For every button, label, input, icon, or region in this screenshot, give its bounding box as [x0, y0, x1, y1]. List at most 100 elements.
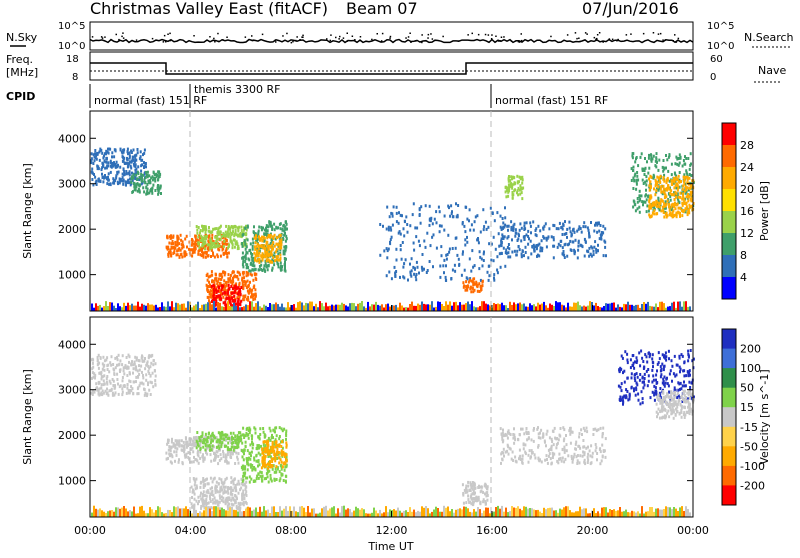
power-echo-cell: [132, 156, 134, 159]
velocity-echo-cell: [631, 372, 633, 375]
power-echo-cell: [541, 239, 543, 242]
nsearch-dot: [122, 32, 124, 34]
power-ground-cell: [581, 307, 583, 312]
velocity-echo-cell: [247, 468, 249, 471]
power-echo-region: [379, 202, 506, 282]
velocity-echo-cell: [582, 446, 584, 449]
velocity-echo-cell: [116, 378, 118, 381]
power-ground-cell: [653, 307, 655, 311]
velocity-echo-cell: [517, 438, 519, 441]
power-echo-cell: [648, 178, 650, 181]
power-colorbar-tick-label: 12: [740, 227, 754, 240]
power-ground-cell: [165, 307, 167, 311]
power-ground-cell: [657, 307, 659, 311]
velocity-echo-cell: [559, 435, 561, 438]
power-ground-cell: [549, 304, 551, 312]
velocity-echo-cell: [266, 472, 268, 475]
velocity-echo-cell: [665, 378, 667, 381]
power-echo-cell: [562, 246, 564, 249]
nsky-tick-top: 10^5: [58, 21, 85, 32]
velocity-echo-cell: [206, 478, 208, 481]
power-echo-cell: [219, 230, 221, 233]
power-echo-cell: [242, 245, 244, 248]
power-echo-cell: [198, 226, 200, 229]
power-echo-cell: [131, 151, 133, 154]
power-ground-cell: [607, 304, 609, 311]
velocity-echo-cell: [631, 376, 633, 379]
velocity-echo-cell: [234, 495, 236, 498]
power-echo-cell: [589, 235, 591, 238]
velocity-echo-cell: [665, 359, 667, 362]
power-echo-cell: [232, 246, 234, 249]
power-echo-cell: [271, 244, 273, 247]
power-echo-cell: [653, 187, 655, 190]
velocity-echo-cell: [227, 500, 229, 503]
power-echo-cell: [537, 225, 539, 228]
velocity-echo-cell: [602, 427, 604, 430]
power-echo-cell: [666, 158, 668, 161]
power-echo-cell: [492, 211, 494, 214]
power-echo-cell: [495, 248, 497, 251]
velocity-echo-cell: [282, 454, 284, 457]
power-echo-cell: [467, 277, 469, 280]
power-echo-cell: [504, 265, 506, 268]
velocity-echo-cell: [275, 471, 277, 474]
velocity-echo-cell: [112, 394, 114, 397]
velocity-echo-cell: [234, 446, 236, 449]
power-echo-cell: [656, 212, 658, 215]
velocity-echo-cell: [197, 443, 199, 446]
velocity-echo-cell: [123, 385, 125, 388]
nsearch-dot: [352, 36, 354, 38]
power-echo-cell: [241, 277, 243, 280]
power-echo-cell: [469, 279, 471, 282]
velocity-echo-cell: [279, 435, 281, 438]
power-echo-cell: [671, 193, 673, 196]
velocity-echo-cell: [283, 479, 285, 482]
power-ground-cell: [541, 304, 543, 312]
power-echo-cell: [631, 155, 633, 158]
nsearch-dot: [282, 35, 284, 37]
power-echo-cell: [455, 202, 457, 205]
power-echo-cell: [180, 234, 182, 237]
velocity-echo-cell: [465, 485, 467, 488]
velocity-echo-cell: [221, 489, 223, 492]
power-echo-cell: [210, 237, 212, 240]
velocity-echo-cell: [232, 479, 234, 482]
power-echo-cell: [656, 152, 658, 155]
power-echo-cell: [123, 148, 125, 151]
velocity-echo-cell: [664, 385, 666, 388]
power-echo-cell: [134, 160, 136, 163]
power-echo-cell: [510, 182, 512, 185]
power-echo-cell: [231, 232, 233, 235]
velocity-echo-cell: [253, 456, 255, 459]
power-echo-cell: [236, 243, 238, 246]
velocity-echo-cell: [234, 435, 236, 438]
nsearch-dot: [163, 41, 165, 43]
velocity-echo-cell: [135, 368, 137, 371]
power-ground-cell: [209, 301, 211, 311]
velocity-echo-cell: [286, 460, 288, 463]
velocity-echo-cell: [463, 502, 465, 505]
power-echo-cell: [154, 180, 156, 183]
power-echo-cell: [219, 298, 221, 301]
power-echo-cell: [521, 255, 523, 258]
velocity-echo-cell: [100, 372, 102, 375]
velocity-echo-cell: [462, 492, 464, 495]
power-echo-cell: [170, 255, 172, 258]
power-echo-cell: [488, 274, 490, 277]
power-ground-cell: [169, 306, 171, 311]
velocity-echo-cell: [468, 501, 470, 504]
power-echo-cell: [255, 277, 257, 280]
power-echo-cell: [260, 226, 262, 229]
power-echo-cell: [266, 265, 268, 268]
velocity-echo-cell: [208, 432, 210, 435]
power-echo-cell: [512, 229, 514, 232]
velocity-echo-cell: [191, 486, 193, 489]
power-echo-cell: [553, 238, 555, 241]
power-echo-cell: [214, 256, 216, 259]
power-echo-cell: [469, 257, 471, 260]
power-ground-cell: [97, 306, 99, 311]
nsearch-dot: [488, 34, 490, 36]
power-echo-cell: [240, 293, 242, 296]
power-y-tick-label: 2000: [58, 223, 86, 236]
